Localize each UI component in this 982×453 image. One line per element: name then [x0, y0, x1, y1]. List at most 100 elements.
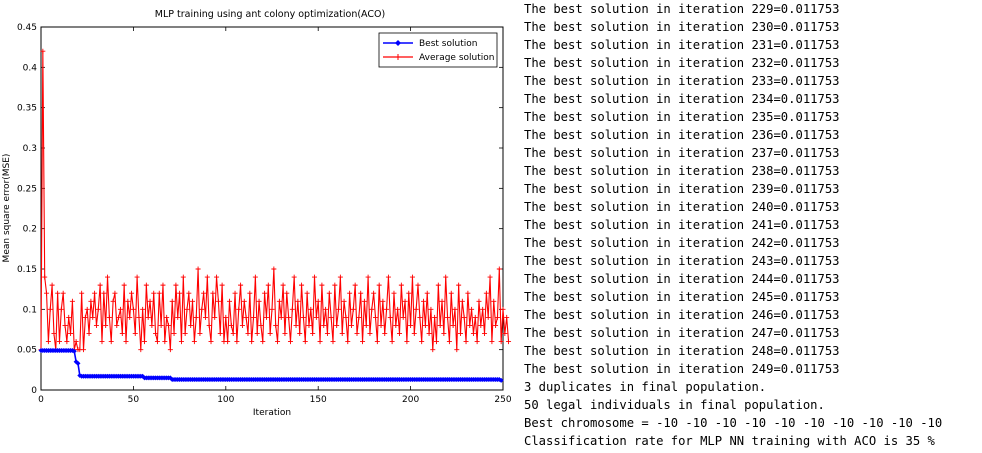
- average-point: [406, 290, 412, 296]
- average-point: [238, 282, 244, 288]
- console-line: The best solution in iteration 245=0.011…: [524, 290, 840, 304]
- average-point: [372, 314, 378, 320]
- average-point: [256, 298, 262, 304]
- average-point: [289, 306, 295, 312]
- average-point: [125, 298, 131, 304]
- average-point: [378, 322, 384, 328]
- x-tick-label: 250: [494, 395, 511, 405]
- average-point: [463, 339, 469, 345]
- average-point: [228, 322, 234, 328]
- average-point: [252, 274, 258, 280]
- average-point: [356, 314, 362, 320]
- average-point: [400, 314, 406, 320]
- average-point: [341, 298, 347, 304]
- average-point: [286, 314, 292, 320]
- x-tick-label: 200: [402, 395, 419, 405]
- chart-panel: MLP training using ant colony optimizati…: [2, 9, 512, 418]
- average-point: [457, 331, 463, 337]
- console-line: The best solution in iteration 239=0.011…: [524, 182, 840, 196]
- average-point: [459, 298, 465, 304]
- y-tick-label: 0.25: [17, 184, 37, 194]
- average-point: [334, 322, 340, 328]
- average-point: [506, 339, 512, 345]
- average-point: [367, 331, 373, 337]
- average-point: [287, 339, 293, 345]
- average-point: [478, 322, 484, 328]
- average-point: [49, 282, 55, 288]
- console-output: The best solution in iteration 229=0.011…: [524, 0, 982, 453]
- console-line: The best solution in iteration 230=0.011…: [524, 20, 840, 34]
- average-point: [212, 314, 218, 320]
- average-point: [197, 331, 203, 337]
- average-point: [147, 298, 153, 304]
- average-point: [332, 282, 338, 288]
- x-axis-label: Iteration: [253, 408, 291, 418]
- average-point: [182, 331, 188, 337]
- average-point: [190, 298, 196, 304]
- average-point: [424, 290, 430, 296]
- average-point: [443, 274, 449, 280]
- y-tick-label: 0.4: [23, 63, 38, 73]
- average-point: [326, 290, 332, 296]
- average-point: [454, 347, 460, 353]
- average-point: [103, 322, 109, 328]
- console-line: 50 legal individuals in final population…: [524, 398, 825, 412]
- console-line: The best solution in iteration 247=0.011…: [524, 326, 840, 340]
- best-point: [75, 360, 81, 366]
- average-point: [354, 331, 360, 337]
- average-point: [88, 298, 94, 304]
- average-point: [291, 274, 297, 280]
- legend-box: [378, 32, 498, 68]
- average-point: [188, 322, 194, 328]
- average-point: [319, 282, 325, 288]
- average-point: [393, 322, 399, 328]
- average-point: [345, 339, 351, 345]
- legend-marker-average: [395, 54, 401, 60]
- average-point: [371, 290, 377, 296]
- average-point: [58, 306, 64, 312]
- average-point: [204, 274, 210, 280]
- average-point: [177, 290, 183, 296]
- average-point: [239, 322, 245, 328]
- average-point: [123, 339, 129, 345]
- average-point: [121, 282, 127, 288]
- average-point: [86, 331, 92, 337]
- chart-svg: MLP training using ant colony optimizati…: [2, 9, 512, 418]
- average-point: [191, 339, 197, 345]
- average-point: [243, 314, 249, 320]
- average-point: [421, 298, 427, 304]
- average-point: [404, 339, 410, 345]
- average-point: [470, 331, 476, 337]
- average-point: [500, 306, 506, 312]
- average-point: [328, 314, 334, 320]
- average-point: [254, 331, 260, 337]
- average-point: [395, 306, 401, 312]
- average-point: [461, 314, 467, 320]
- average-point: [81, 347, 87, 353]
- x-tick-label: 0: [38, 395, 44, 405]
- average-point: [64, 339, 70, 345]
- average-point: [491, 298, 497, 304]
- average-point: [336, 306, 342, 312]
- console-line: 3 duplicates in final population.: [524, 380, 767, 394]
- average-point: [389, 339, 395, 345]
- console-line: The best solution in iteration 237=0.011…: [524, 146, 840, 160]
- average-point: [402, 298, 408, 304]
- average-point: [472, 314, 478, 320]
- average-point: [129, 290, 135, 296]
- y-tick-label: 0.05: [17, 346, 37, 356]
- average-point: [284, 290, 290, 296]
- best-point: [498, 377, 504, 383]
- average-point: [55, 290, 61, 296]
- average-point: [339, 331, 345, 337]
- average-point: [236, 306, 242, 312]
- console-line: The best solution in iteration 248=0.011…: [524, 344, 840, 358]
- average-point: [317, 339, 323, 345]
- average-point: [415, 282, 421, 288]
- average-point: [62, 322, 68, 328]
- average-point: [116, 314, 122, 320]
- average-point: [391, 290, 397, 296]
- average-point: [149, 322, 155, 328]
- average-point: [422, 322, 428, 328]
- average-point: [262, 290, 268, 296]
